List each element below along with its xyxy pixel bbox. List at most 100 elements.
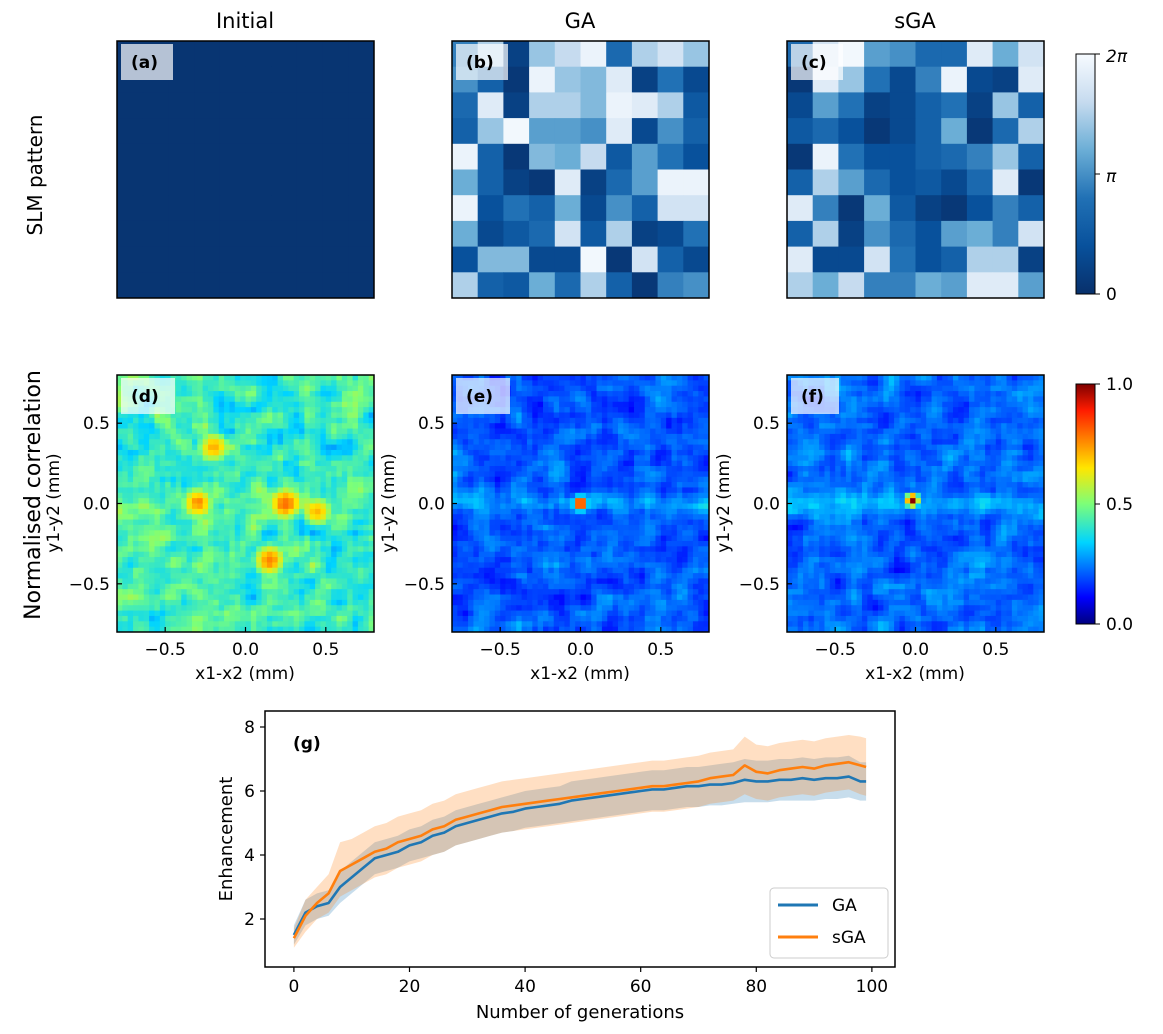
- correlation-cell: [272, 380, 279, 387]
- correlation-cell: [462, 546, 469, 553]
- correlation-cell: [494, 449, 501, 456]
- correlation-cell: [149, 594, 155, 601]
- correlation-cell: [628, 626, 635, 633]
- correlation-cell: [277, 508, 284, 515]
- correlation-cell: [596, 391, 603, 397]
- correlation-cell: [336, 573, 343, 579]
- correlation-cell: [559, 503, 565, 510]
- correlation-cell: [559, 385, 565, 392]
- correlation-cell: [133, 503, 139, 510]
- correlation-cell: [505, 567, 512, 574]
- correlation-cell: [617, 535, 624, 542]
- correlation-cell: [484, 519, 490, 526]
- correlation-cell: [143, 621, 150, 628]
- correlation-cell: [596, 583, 603, 590]
- correlation-cell: [165, 503, 171, 510]
- correlation-cell: [218, 615, 225, 622]
- correlation-cell: [304, 519, 311, 526]
- correlation-cell: [357, 396, 364, 403]
- correlation-cell: [266, 471, 273, 478]
- correlation-cell: [133, 610, 139, 617]
- correlation-cell: [543, 589, 549, 595]
- correlation-cell: [288, 567, 295, 574]
- correlation-cell: [213, 444, 220, 451]
- correlation-cell: [127, 423, 134, 429]
- correlation-cell: [585, 605, 592, 611]
- correlation-cell: [521, 487, 528, 494]
- correlation-cell: [181, 589, 188, 595]
- correlation-cell: [628, 594, 635, 601]
- phase-cell: [271, 118, 298, 145]
- phase-cell: [117, 92, 144, 119]
- correlation-cell: [553, 551, 560, 558]
- correlation-cell: [692, 417, 699, 424]
- correlation-cell: [293, 385, 300, 392]
- correlation-cell: [687, 455, 694, 462]
- correlation-cell: [299, 401, 305, 408]
- correlation-cell: [596, 401, 603, 408]
- correlation-cell: [457, 375, 464, 381]
- correlation-cell: [127, 605, 134, 611]
- correlation-cell: [457, 519, 464, 526]
- correlation-cell: [660, 615, 667, 622]
- correlation-cell: [208, 417, 214, 424]
- correlation-cell: [559, 466, 565, 472]
- correlation-cell: [181, 578, 188, 585]
- correlation-cell: [266, 482, 273, 488]
- phase-cell: [168, 169, 195, 196]
- correlation-cell: [462, 428, 469, 435]
- phase-cell: [1018, 272, 1045, 299]
- correlation-cell: [634, 508, 640, 515]
- correlation-cell: [282, 508, 289, 515]
- correlation-cell: [580, 433, 587, 440]
- correlation-cell: [639, 375, 646, 381]
- correlation-cell: [494, 444, 501, 451]
- phase-cell: [787, 143, 814, 170]
- correlation-cell: [154, 412, 161, 419]
- correlation-cell: [478, 589, 485, 595]
- correlation-cell: [623, 492, 630, 499]
- correlation-cell: [564, 375, 571, 381]
- correlation-cell: [521, 589, 528, 595]
- correlation-cell: [473, 487, 480, 494]
- correlation-cell: [559, 546, 565, 553]
- correlation-cell: [628, 546, 635, 553]
- correlation-cell: [240, 391, 246, 397]
- correlation-cell: [240, 423, 246, 429]
- correlation-cell: [175, 396, 182, 403]
- correlation-cell: [484, 583, 490, 590]
- correlation-cell: [213, 524, 220, 531]
- correlation-cell: [325, 551, 332, 558]
- correlation-cell: [315, 605, 321, 611]
- correlation-cell: [942, 375, 949, 381]
- correlation-cell: [368, 535, 375, 542]
- correlation-cell: [320, 610, 327, 617]
- correlation-cell: [505, 535, 512, 542]
- correlation-cell: [585, 514, 592, 520]
- correlation-cell: [644, 514, 651, 520]
- correlation-cell: [191, 482, 198, 488]
- correlation-cell: [505, 524, 512, 531]
- correlation-cell: [682, 562, 688, 569]
- correlation-cell: [666, 460, 672, 467]
- correlation-cell: [245, 498, 252, 504]
- phase-cell: [606, 66, 633, 93]
- correlation-cell: [293, 573, 300, 579]
- correlation-cell: [202, 530, 209, 537]
- correlation-cell: [229, 540, 236, 547]
- correlation-cell: [548, 412, 555, 419]
- correlation-cell: [617, 621, 624, 628]
- phase-cell: [683, 246, 710, 273]
- correlation-cell: [170, 423, 177, 429]
- correlation-cell: [623, 573, 630, 579]
- correlation-cell: [208, 449, 214, 456]
- correlation-cell: [521, 546, 528, 553]
- correlation-cell: [660, 433, 667, 440]
- correlation-cell: [357, 428, 364, 435]
- correlation-cell: [202, 444, 209, 451]
- correlation-cell: [867, 375, 874, 381]
- correlation-cell: [532, 487, 539, 494]
- correlation-cell: [149, 455, 155, 462]
- correlation-cell: [510, 391, 517, 397]
- correlation-cell: [304, 401, 311, 408]
